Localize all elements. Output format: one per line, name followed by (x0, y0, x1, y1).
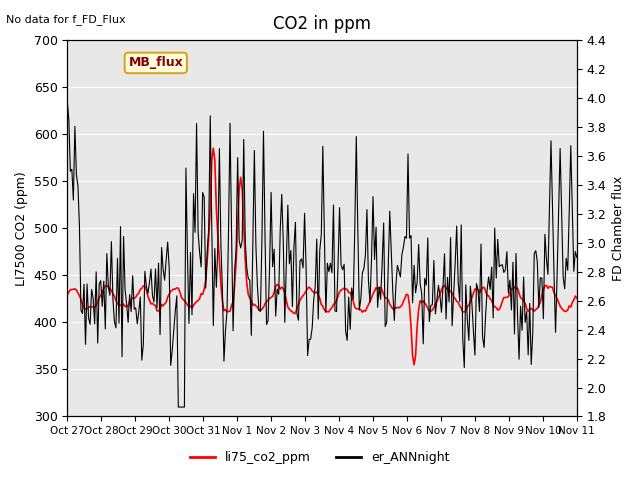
li75_co2_ppm (217, 282, 225, 288)
li75_co2_ppm (176, 289, 184, 295)
Y-axis label: LI7500 CO2 (ppm): LI7500 CO2 (ppm) (15, 171, 28, 286)
li75_co2_ppm (483, 293, 491, 299)
Line: er_ANNnight: er_ANNnight (67, 101, 577, 407)
er_ANNnight (175, 404, 182, 410)
li75_co2_ppm (63, 292, 71, 298)
li75_co2_ppm (209, 145, 217, 151)
li75_co2_ppm (573, 295, 580, 301)
er_ANNnight (482, 313, 490, 319)
er_ANNnight (573, 254, 580, 260)
Line: li75_co2_ppm: li75_co2_ppm (67, 148, 577, 365)
er_ANNnight (488, 264, 495, 270)
Text: No data for f_FD_Flux: No data for f_FD_Flux (6, 14, 126, 25)
Y-axis label: FD Chamber flux: FD Chamber flux (612, 176, 625, 281)
er_ANNnight (70, 197, 77, 203)
er_ANNnight (177, 404, 185, 410)
er_ANNnight (63, 98, 71, 104)
er_ANNnight (217, 242, 225, 248)
li75_co2_ppm (410, 362, 418, 368)
Text: MB_flux: MB_flux (129, 57, 183, 70)
er_ANNnight (351, 227, 358, 232)
li75_co2_ppm (351, 304, 358, 310)
Legend: li75_co2_ppm, er_ANNnight: li75_co2_ppm, er_ANNnight (186, 446, 454, 469)
li75_co2_ppm (70, 287, 77, 292)
li75_co2_ppm (490, 302, 497, 308)
Title: CO2 in ppm: CO2 in ppm (273, 15, 371, 33)
